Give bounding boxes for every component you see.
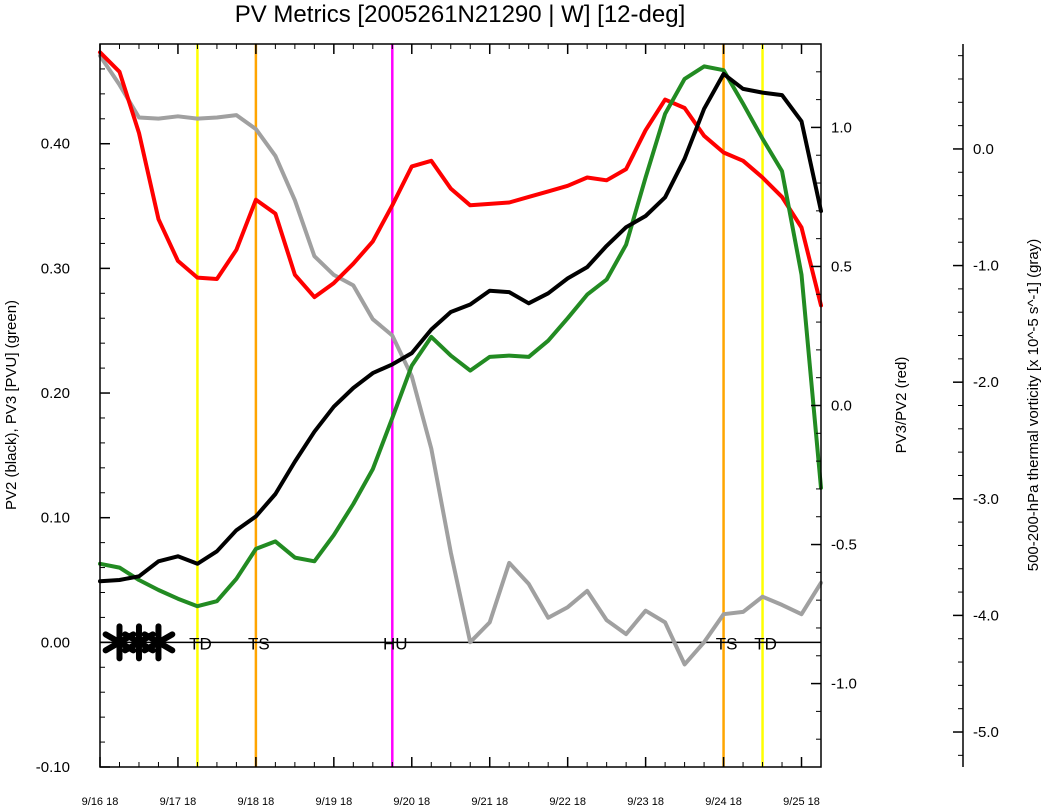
series-line-pv2 [98,71,823,584]
marker-label-3: TS [716,634,738,653]
marker-label-1: TS [248,634,270,653]
right-axis-vorticity: -5.0 -4.0 -3.0 -2.0 -1.0 0.0 [953,44,999,767]
left-axis: -0.10 0.00 0.10 0.20 0.30 0.40 [36,68,110,776]
right2-tick-label: -2.0 [973,374,999,391]
star-markers [102,623,176,662]
right2-tick-label: -4.0 [973,607,999,624]
right2-tick-label: -5.0 [973,724,999,741]
x-tick-label: 9/18 18 [238,796,275,805]
right1-tick-label: 0.0 [831,398,852,415]
x-tick-label: 9/20 18 [393,796,430,805]
series-line-vorticity [98,53,823,667]
left-tick-label: 0.20 [41,385,70,402]
x-tick-label: 9/22 18 [549,796,586,805]
x-axis: 9/16 18 9/17 18 9/18 18 9/19 18 9/20 18 9/21 … [82,44,820,805]
right1-tick-label: -1.0 [831,676,857,693]
x-tick-label: 9/24 18 [705,796,742,805]
right1-tick-label: 0.5 [831,258,852,275]
x-tick-label: 9/23 18 [627,796,664,805]
series-line-pv3 [98,64,823,609]
left-tick-label: 0.10 [41,510,70,527]
left-axis-label: PV2 (black), PV3 [PVU] (green) [3,300,20,510]
marker-label-0: TD [189,634,212,653]
plot-frame [99,43,822,768]
series-lines [98,50,823,667]
x-tick-label: 9/17 18 [160,796,197,805]
right-axis-vorticity-label: 500-200-hPa thermal vorticity [x 10^-5 s… [1025,239,1042,572]
x-tick-label: 9/16 18 [82,796,119,805]
x-tick-label: 9/25 18 [783,796,820,805]
right1-tick-label: 1.0 [831,119,852,136]
x-tick-label: 9/21 18 [471,796,508,805]
marker-label-2: HU [383,634,408,653]
x-tick-label: 9/19 18 [315,796,352,805]
chart-title: PV Metrics [2005261N21290 | W] [12-deg] [235,1,685,28]
star-marker [141,631,176,654]
left-tick-label: 0.30 [41,260,70,277]
plot-border [99,43,822,768]
right2-tick-label: -3.0 [973,491,999,508]
vertical-markers: TD TS HU TS TD [189,44,777,767]
left-tick-label: -0.10 [36,759,70,776]
left-tick-label: 0.40 [41,136,70,153]
right2-tick-label: 0.0 [973,141,994,158]
right2-tick-label: -1.0 [973,258,999,275]
left-tick-label: 0.00 [41,634,70,651]
series-line-ratio [98,50,823,308]
right-axis-ratio-label: PV3/PV2 (red) [893,357,910,454]
right1-tick-label: -0.5 [831,537,857,554]
right-axis-ratio: -1.0 -0.5 0.0 0.5 1.0 [811,71,857,740]
marker-label-4: TD [754,634,777,653]
